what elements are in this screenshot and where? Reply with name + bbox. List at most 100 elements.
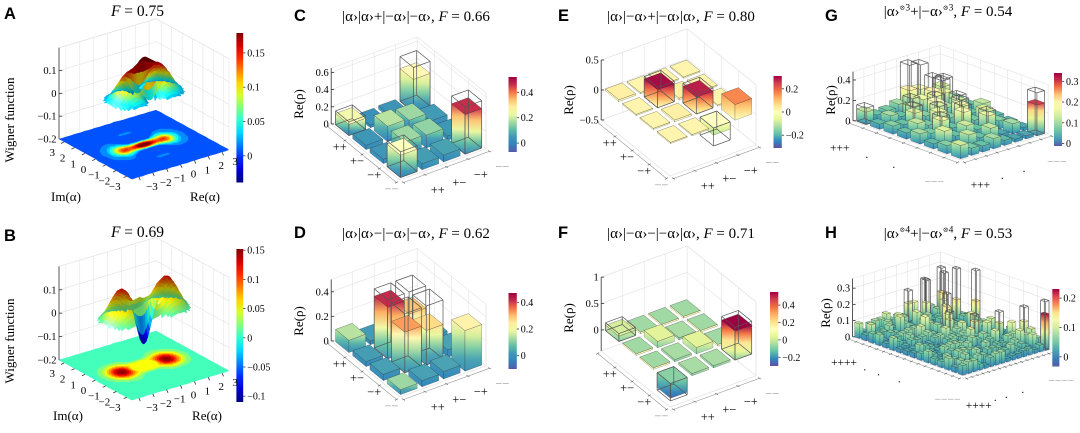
svg-text:Wigner function: Wigner function bbox=[2, 77, 17, 163]
svg-text:−2: −2 bbox=[98, 396, 110, 408]
svg-text:0: 0 bbox=[782, 335, 787, 346]
svg-text:−1: −1 bbox=[88, 170, 100, 182]
svg-text:0.2: 0.2 bbox=[316, 312, 329, 323]
svg-text:−−: −− bbox=[654, 178, 668, 192]
svg-text:2: 2 bbox=[60, 153, 66, 165]
svg-text:0.15: 0.15 bbox=[247, 246, 265, 257]
svg-text:0.2: 0.2 bbox=[786, 84, 799, 95]
svg-text:1: 1 bbox=[70, 158, 76, 170]
svg-text:+++: +++ bbox=[830, 142, 849, 154]
svg-text:Im(α): Im(α) bbox=[53, 408, 83, 423]
svg-text:−0.2: −0.2 bbox=[37, 356, 56, 367]
svg-text:+−: +− bbox=[722, 402, 736, 416]
svg-text:+−: +− bbox=[620, 381, 634, 395]
svg-text:0: 0 bbox=[845, 332, 850, 343]
svg-text:A: A bbox=[4, 5, 16, 23]
svg-text:−1: −1 bbox=[174, 173, 186, 185]
svg-text:+−: +− bbox=[722, 171, 736, 185]
svg-text:0.3: 0.3 bbox=[837, 284, 850, 295]
svg-text:0.4: 0.4 bbox=[782, 301, 795, 312]
svg-text:0.2: 0.2 bbox=[521, 325, 534, 336]
svg-text:+++: +++ bbox=[971, 179, 990, 191]
svg-text:0.1: 0.1 bbox=[43, 66, 56, 77]
svg-text:−0.1: −0.1 bbox=[247, 392, 265, 403]
svg-text:++: ++ bbox=[701, 410, 715, 424]
svg-text:Re(α): Re(α) bbox=[192, 408, 222, 423]
svg-text:Re(α): Re(α) bbox=[190, 189, 220, 204]
svg-text:0.5: 0.5 bbox=[586, 299, 599, 310]
svg-text:2: 2 bbox=[218, 160, 224, 172]
svg-text:0: 0 bbox=[521, 351, 526, 362]
svg-text:−−: −− bbox=[384, 399, 398, 413]
svg-text:−1: −1 bbox=[174, 394, 186, 406]
svg-text:+−: +− bbox=[452, 392, 466, 406]
svg-text:·: · bbox=[877, 369, 881, 381]
svg-text:++: ++ bbox=[603, 136, 617, 150]
svg-text:−0.5: −0.5 bbox=[580, 116, 599, 127]
svg-text:F: F bbox=[558, 224, 568, 242]
svg-text:+−: +− bbox=[350, 371, 364, 385]
svg-text:0: 0 bbox=[1063, 352, 1068, 363]
svg-text:0.2: 0.2 bbox=[316, 102, 329, 113]
svg-text:−0.05: −0.05 bbox=[247, 362, 270, 373]
svg-text:G: G bbox=[825, 7, 838, 25]
svg-text:0: 0 bbox=[51, 89, 56, 100]
svg-text:0.2: 0.2 bbox=[521, 113, 534, 124]
svg-text:Re(ρ): Re(ρ) bbox=[823, 85, 838, 115]
svg-text:0.4: 0.4 bbox=[837, 76, 851, 87]
svg-text:+−: +− bbox=[350, 154, 364, 168]
svg-text:−+: −+ bbox=[744, 395, 758, 409]
svg-text:−−−−: −−−− bbox=[935, 394, 961, 406]
svg-text:0.05: 0.05 bbox=[247, 304, 265, 315]
svg-text:E: E bbox=[558, 7, 569, 25]
svg-text:B: B bbox=[4, 227, 16, 245]
svg-text:0.05: 0.05 bbox=[247, 117, 265, 128]
svg-text:−−−: −−− bbox=[1047, 156, 1066, 168]
svg-text:0.1: 0.1 bbox=[43, 285, 56, 296]
svg-text:0.2: 0.2 bbox=[837, 300, 850, 311]
svg-text:+−: +− bbox=[620, 150, 634, 164]
svg-text:0: 0 bbox=[521, 139, 526, 150]
svg-text:−+: −+ bbox=[744, 164, 758, 178]
svg-text:−−−: −−− bbox=[925, 177, 944, 189]
svg-text:0.6: 0.6 bbox=[316, 68, 329, 79]
svg-text:++: ++ bbox=[603, 367, 617, 381]
svg-text:0.2: 0.2 bbox=[837, 96, 850, 107]
svg-text:0: 0 bbox=[81, 164, 87, 176]
svg-text:·: · bbox=[1022, 166, 1026, 178]
svg-text:0.4: 0.4 bbox=[521, 88, 534, 99]
svg-text:−+: −+ bbox=[637, 164, 651, 178]
svg-text:0.4: 0.4 bbox=[316, 85, 330, 96]
svg-text:|α›|−α›+|−α›|α›, F = 0.80: |α›|−α›+|−α›|α›, F = 0.80 bbox=[607, 9, 755, 25]
svg-text:0.1: 0.1 bbox=[247, 275, 260, 286]
svg-text:0.4: 0.4 bbox=[316, 287, 330, 298]
svg-text:0: 0 bbox=[191, 169, 197, 181]
svg-text:−3: −3 bbox=[109, 402, 121, 414]
svg-text:0: 0 bbox=[845, 116, 850, 127]
svg-text:−+: −+ bbox=[474, 168, 488, 182]
svg-text:−+: −+ bbox=[367, 385, 381, 399]
svg-text:+−: +− bbox=[452, 175, 466, 189]
svg-text:·: · bbox=[863, 364, 867, 376]
svg-text:−2: −2 bbox=[98, 175, 110, 187]
svg-text:−−: −− bbox=[495, 160, 509, 174]
svg-text:0.2: 0.2 bbox=[782, 318, 795, 329]
svg-text:3: 3 bbox=[232, 377, 238, 389]
svg-text:++: ++ bbox=[431, 400, 445, 414]
svg-text:0: 0 bbox=[323, 337, 328, 348]
svg-text:|α›|α›−|−α›|−α›, F = 0.62: |α›|α›−|−α›|−α›, F = 0.62 bbox=[342, 226, 490, 242]
svg-text:−−: −− bbox=[384, 182, 398, 196]
svg-text:−0.1: −0.1 bbox=[37, 332, 56, 343]
svg-text:−0.1: −0.1 bbox=[37, 112, 56, 123]
svg-text:−2: −2 bbox=[160, 177, 172, 189]
svg-text:−+: −+ bbox=[474, 385, 488, 399]
svg-text:++: ++ bbox=[333, 140, 347, 154]
svg-text:−2: −2 bbox=[160, 398, 172, 410]
svg-text:++++: ++++ bbox=[831, 357, 857, 369]
svg-text:−−: −− bbox=[765, 156, 779, 170]
svg-text:−0.2: −0.2 bbox=[782, 353, 800, 364]
svg-text:0: 0 bbox=[51, 309, 56, 320]
svg-text:0.1: 0.1 bbox=[1063, 323, 1076, 334]
svg-text:1: 1 bbox=[205, 385, 211, 397]
svg-text:·: · bbox=[1000, 173, 1004, 185]
